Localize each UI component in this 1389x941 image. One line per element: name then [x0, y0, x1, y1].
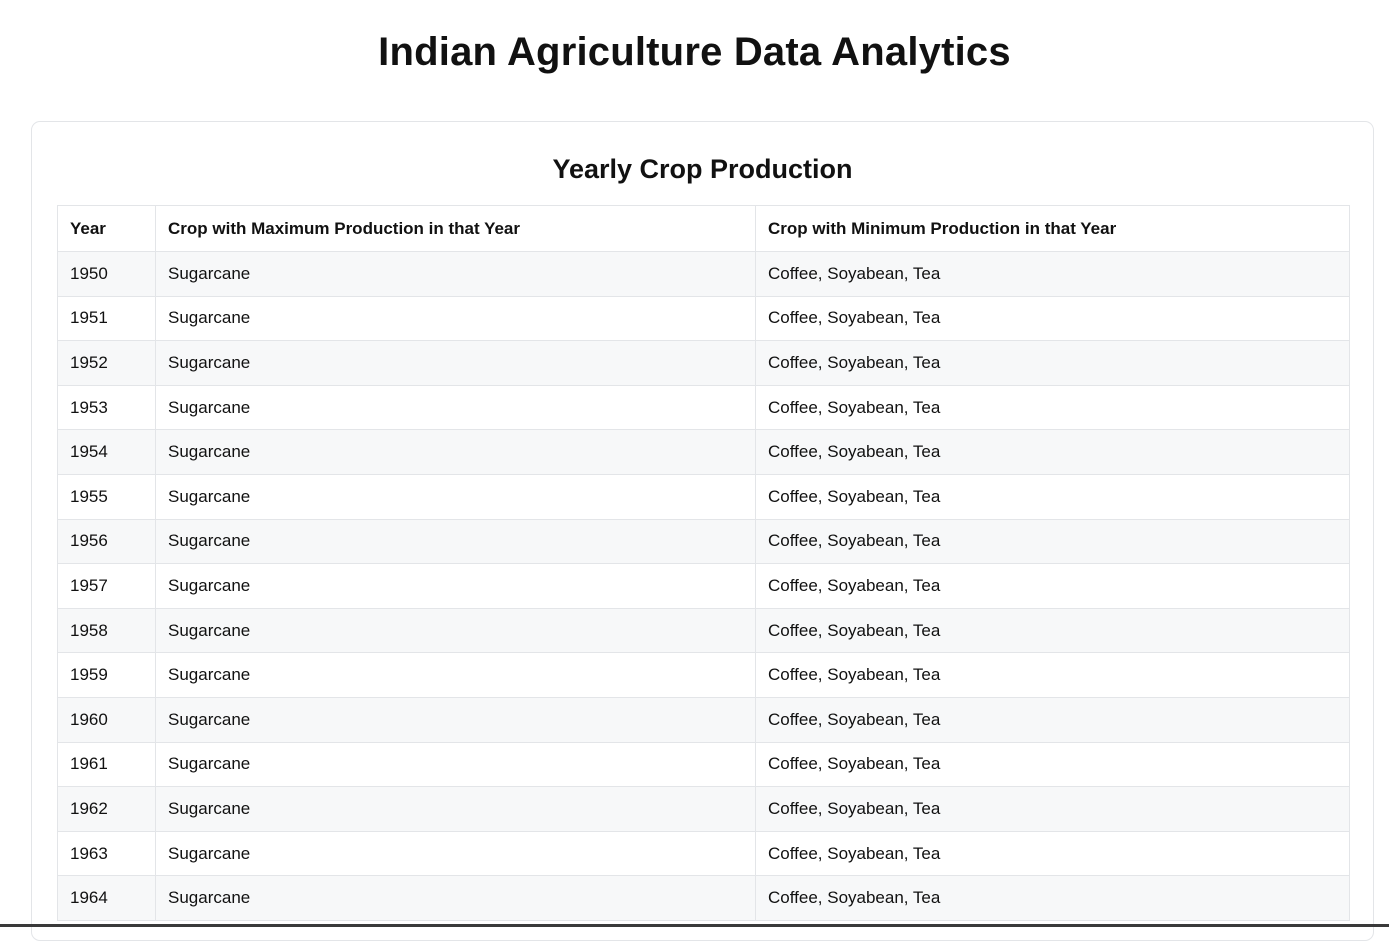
- cell-year: 1959: [57, 652, 156, 698]
- cell-year: 1955: [57, 473, 156, 520]
- cell-min-crop: Coffee, Soyabean, Tea: [755, 830, 1350, 877]
- cell-max-crop: Sugarcane: [155, 429, 756, 475]
- cell-min-crop: Coffee, Soyabean, Tea: [755, 251, 1350, 297]
- table-row: 1950 Sugarcane Coffee, Soyabean, Tea: [57, 251, 1350, 297]
- card-title: Yearly Crop Production: [552, 154, 853, 184]
- cell-max-crop: Sugarcane: [155, 741, 756, 788]
- cell-max-crop: Sugarcane: [155, 295, 756, 342]
- header-min-crop: Crop with Minimum Production in that Yea…: [755, 205, 1350, 252]
- cell-year: 1958: [57, 607, 156, 654]
- cell-year: 1961: [57, 741, 156, 788]
- table-row: 1955 Sugarcane Coffee, Soyabean, Tea: [57, 473, 1350, 520]
- yearly-crop-production-card: Yearly Crop Production Year Crop with Ma…: [31, 121, 1374, 941]
- header-max-crop: Crop with Maximum Production in that Yea…: [155, 205, 756, 252]
- table-row: 1953 Sugarcane Coffee, Soyabean, Tea: [57, 384, 1350, 431]
- cell-min-crop: Coffee, Soyabean, Tea: [755, 741, 1350, 788]
- cell-min-crop: Coffee, Soyabean, Tea: [755, 384, 1350, 431]
- cell-year: 1960: [57, 696, 156, 743]
- table-row: 1956 Sugarcane Coffee, Soyabean, Tea: [57, 518, 1350, 565]
- page-title: Indian Agriculture Data Analytics: [378, 30, 1011, 74]
- cell-max-crop: Sugarcane: [155, 786, 756, 832]
- cell-min-crop: Coffee, Soyabean, Tea: [755, 607, 1350, 654]
- cell-max-crop: Sugarcane: [155, 473, 756, 520]
- cell-max-crop: Sugarcane: [155, 696, 756, 743]
- table-row: 1954 Sugarcane Coffee, Soyabean, Tea: [57, 429, 1350, 475]
- cell-min-crop: Coffee, Soyabean, Tea: [755, 786, 1350, 832]
- cell-min-crop: Coffee, Soyabean, Tea: [755, 473, 1350, 520]
- table-row: 1951 Sugarcane Coffee, Soyabean, Tea: [57, 295, 1350, 342]
- cell-max-crop: Sugarcane: [155, 251, 756, 297]
- cell-year: 1963: [57, 830, 156, 877]
- table-row: 1964 Sugarcane Coffee, Soyabean, Tea: [57, 875, 1350, 921]
- cell-min-crop: Coffee, Soyabean, Tea: [755, 696, 1350, 743]
- header-year: Year: [57, 205, 156, 252]
- cell-max-crop: Sugarcane: [155, 384, 756, 431]
- cell-max-crop: Sugarcane: [155, 875, 756, 921]
- cell-year: 1952: [57, 340, 156, 386]
- cell-year: 1951: [57, 295, 156, 342]
- cell-min-crop: Coffee, Soyabean, Tea: [755, 295, 1350, 342]
- cell-year: 1950: [57, 251, 156, 297]
- cell-max-crop: Sugarcane: [155, 607, 756, 654]
- cell-min-crop: Coffee, Soyabean, Tea: [755, 518, 1350, 565]
- table-row: 1962 Sugarcane Coffee, Soyabean, Tea: [57, 786, 1350, 832]
- window-bottom-edge: [0, 924, 1389, 927]
- cell-year: 1956: [57, 518, 156, 565]
- cell-max-crop: Sugarcane: [155, 340, 756, 386]
- table-row: 1963 Sugarcane Coffee, Soyabean, Tea: [57, 830, 1350, 877]
- table-row: 1957 Sugarcane Coffee, Soyabean, Tea: [57, 563, 1350, 609]
- cell-min-crop: Coffee, Soyabean, Tea: [755, 563, 1350, 609]
- table-row: 1959 Sugarcane Coffee, Soyabean, Tea: [57, 652, 1350, 698]
- crop-production-table: Year Crop with Maximum Production in tha…: [57, 205, 1350, 921]
- table-row: 1961 Sugarcane Coffee, Soyabean, Tea: [57, 741, 1350, 788]
- cell-min-crop: Coffee, Soyabean, Tea: [755, 340, 1350, 386]
- cell-max-crop: Sugarcane: [155, 518, 756, 565]
- table-row: 1960 Sugarcane Coffee, Soyabean, Tea: [57, 696, 1350, 743]
- table-row: 1958 Sugarcane Coffee, Soyabean, Tea: [57, 607, 1350, 654]
- cell-max-crop: Sugarcane: [155, 563, 756, 609]
- cell-min-crop: Coffee, Soyabean, Tea: [755, 652, 1350, 698]
- cell-min-crop: Coffee, Soyabean, Tea: [755, 429, 1350, 475]
- cell-year: 1953: [57, 384, 156, 431]
- table-row: 1952 Sugarcane Coffee, Soyabean, Tea: [57, 340, 1350, 386]
- cell-max-crop: Sugarcane: [155, 652, 756, 698]
- cell-year: 1957: [57, 563, 156, 609]
- cell-year: 1964: [57, 875, 156, 921]
- cell-min-crop: Coffee, Soyabean, Tea: [755, 875, 1350, 921]
- cell-max-crop: Sugarcane: [155, 830, 756, 877]
- cell-year: 1962: [57, 786, 156, 832]
- cell-year: 1954: [57, 429, 156, 475]
- table-header-row: Year Crop with Maximum Production in tha…: [57, 205, 1350, 252]
